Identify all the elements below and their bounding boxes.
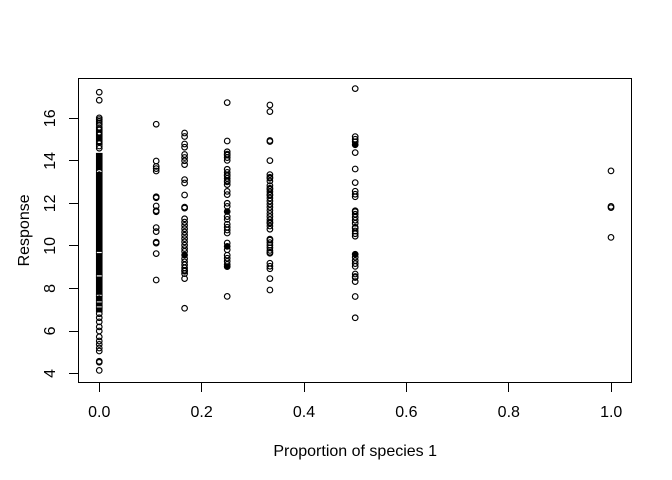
svg-text:6: 6 <box>42 326 59 335</box>
svg-text:1.0: 1.0 <box>600 404 622 421</box>
svg-text:16: 16 <box>42 109 59 127</box>
svg-text:Proportion of species 1: Proportion of species 1 <box>273 443 437 460</box>
svg-text:0.2: 0.2 <box>190 404 212 421</box>
svg-text:4: 4 <box>42 369 59 378</box>
svg-text:0.4: 0.4 <box>293 404 315 421</box>
svg-text:0.8: 0.8 <box>498 404 520 421</box>
svg-text:14: 14 <box>42 152 59 170</box>
svg-text:0.6: 0.6 <box>395 404 417 421</box>
svg-text:Response: Response <box>16 194 33 266</box>
svg-text:12: 12 <box>42 194 59 212</box>
svg-text:8: 8 <box>42 284 59 293</box>
svg-text:0.0: 0.0 <box>88 404 110 421</box>
svg-text:10: 10 <box>42 237 59 255</box>
